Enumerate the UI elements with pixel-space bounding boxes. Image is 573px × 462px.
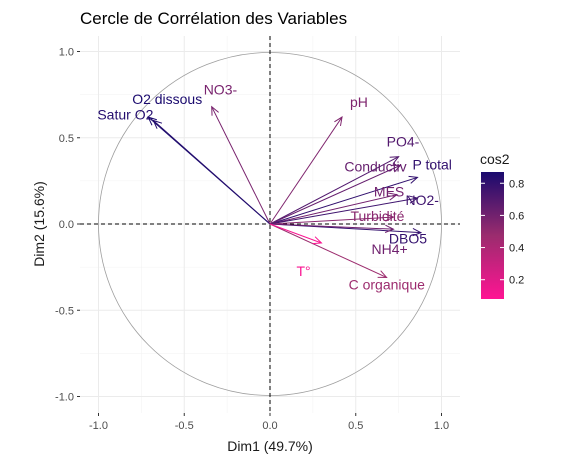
arrow-head — [408, 175, 419, 184]
x-axis-label: Dim1 (49.7%) — [227, 438, 313, 454]
y-tick-label: 0.0 — [59, 219, 74, 231]
y-tick-label: 1.0 — [59, 47, 74, 59]
variable-arrow-7 — [269, 192, 399, 225]
variable-arrows — [147, 105, 423, 278]
arrow-line — [269, 164, 401, 225]
variable-arrow-5 — [269, 175, 419, 225]
x-tick-label: 0.5 — [348, 420, 363, 432]
variable-label-8: NO2- — [405, 192, 439, 208]
y-tick-label: 0.5 — [59, 133, 74, 145]
variable-arrow-3 — [269, 116, 343, 225]
variable-arrow-6 — [269, 164, 402, 225]
variable-label-5: P total — [412, 156, 451, 172]
variable-label-4: PO4- — [387, 134, 420, 150]
arrow-head — [312, 236, 323, 245]
variable-label-13: T° — [296, 263, 310, 279]
x-tick-label: 1.0 — [434, 420, 449, 432]
arrow-line — [211, 106, 271, 225]
arrow-head — [389, 156, 400, 165]
cos2-legend: cos2 0.8 0.6 0.4 0.2 — [480, 151, 524, 299]
variable-label-0: O2 dissous — [132, 91, 202, 107]
arrow-head — [147, 116, 157, 126]
legend-colorbar — [481, 172, 504, 299]
variable-arrow-8 — [269, 195, 419, 225]
arrow-line — [269, 197, 418, 225]
arrow-line — [269, 116, 343, 225]
arrow-head — [211, 105, 219, 116]
variable-label-9: Turbidité — [350, 208, 404, 224]
arrow-head — [384, 213, 395, 222]
arrow-head — [384, 224, 395, 233]
arrow-line — [269, 216, 394, 225]
chart-title: Cercle de Corrélation des Variables — [80, 9, 347, 28]
legend-tick-label: 0.4 — [509, 243, 524, 255]
legend-tick-label: 0.8 — [509, 178, 524, 190]
legend-title: cos2 — [480, 151, 510, 167]
arrow-head — [387, 192, 399, 201]
variable-label-2: NO3- — [204, 82, 238, 98]
arrow-head — [391, 164, 402, 173]
variable-arrow-11 — [269, 223, 395, 233]
y-axis-label: Dim2 (15.6%) — [31, 181, 47, 267]
variable-arrow-9 — [269, 213, 395, 225]
variable-arrow-12 — [269, 223, 388, 278]
variable-arrow-2 — [211, 105, 271, 225]
variable-arrow-4 — [269, 156, 400, 225]
x-tick-label: 0.0 — [262, 420, 277, 432]
arrow-line — [269, 223, 387, 278]
arrow-line — [269, 156, 399, 225]
legend-tick-label: 0.6 — [509, 210, 524, 222]
legend-ticks: 0.8 0.6 0.4 0.2 — [481, 178, 524, 287]
variable-label-11: NH4+ — [371, 241, 407, 257]
arrow-head — [334, 116, 343, 127]
variable-label-1: Satur O2 — [97, 107, 153, 123]
legend-tick-label: 0.2 — [509, 275, 524, 287]
arrow-head — [152, 119, 163, 129]
variable-arrow-13 — [269, 223, 323, 245]
variable-label-12: C organique — [349, 276, 425, 292]
arrow-head — [377, 270, 388, 278]
y-tick-label: -1.0 — [55, 392, 74, 404]
arrow-line — [269, 223, 322, 244]
arrow-line — [269, 223, 394, 230]
x-tick-label: -0.5 — [175, 420, 194, 432]
arrow-line — [269, 194, 398, 225]
variable-label-7: MES — [374, 184, 404, 200]
arrow-head — [412, 228, 423, 237]
y-axis-ticks: 1.0 0.5 0.0 -0.5 -1.0 — [55, 47, 80, 404]
variable-label-6: Conductiv — [344, 158, 406, 174]
x-axis-ticks: -1.0 -0.5 0.0 0.5 1.0 — [89, 413, 449, 432]
y-tick-label: -0.5 — [55, 305, 74, 317]
arrow-line — [269, 176, 418, 225]
x-tick-label: -1.0 — [89, 420, 108, 432]
arrow-line — [153, 120, 271, 225]
variable-label-3: pH — [350, 94, 368, 110]
variable-arrow-1 — [152, 119, 271, 225]
arrow-head — [408, 195, 419, 204]
variable-label-10: DBO5 — [389, 231, 427, 247]
